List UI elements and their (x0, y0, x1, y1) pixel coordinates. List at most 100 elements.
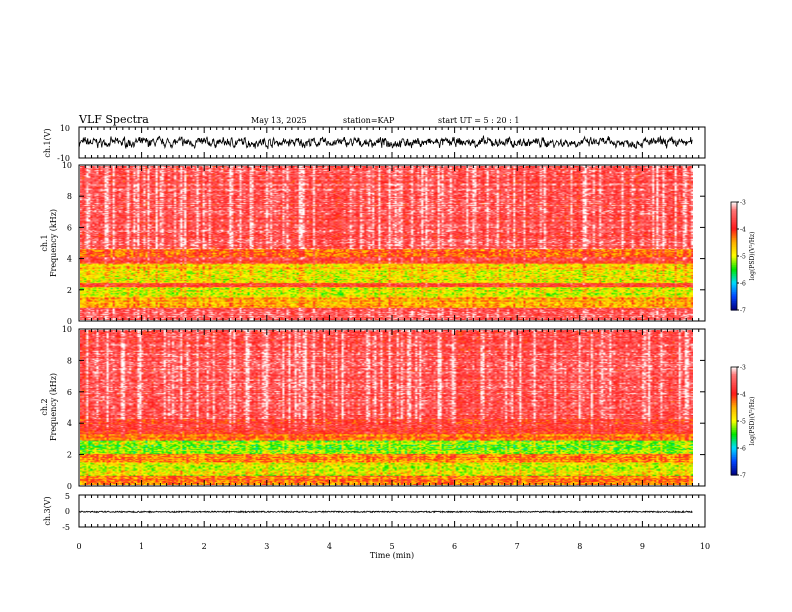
colorbar-cell (731, 239, 737, 243)
colorbar-tick-label: -7 (740, 308, 746, 315)
ch2-spec-channel-label: ch.2 (40, 398, 49, 415)
colorbar-cell (731, 385, 737, 388)
colorbar-cell (731, 257, 737, 261)
colorbar-cell (731, 230, 737, 234)
colorbar-tick-label: -5 (740, 254, 746, 261)
colorbar-cell (731, 421, 737, 424)
colorbar-tick-label: -7 (740, 473, 746, 480)
colorbar-cell (731, 386, 737, 390)
colorbar-cell (731, 214, 737, 217)
colorbar-cell (731, 308, 737, 311)
colorbar-cell (731, 250, 737, 253)
colorbar-cell (731, 431, 737, 435)
colorbar-cell (731, 455, 737, 458)
colorbar-cell (731, 408, 737, 411)
colorbar-cell (731, 270, 737, 273)
spec-ytick-label: 4 (67, 255, 72, 264)
colorbar-cell (731, 263, 737, 266)
colorbar-cell (731, 281, 737, 284)
spec-ytick-label: 6 (67, 388, 72, 397)
colorbar-cell (731, 274, 737, 277)
spec-ytick-label: 10 (62, 161, 72, 170)
colorbar-cell (731, 284, 737, 288)
colorbar-cell (731, 435, 737, 438)
colorbar-cell (731, 439, 737, 442)
colorbar-cell (731, 428, 737, 431)
xtick-label: 10 (700, 542, 710, 551)
colorbar-cell (731, 283, 737, 286)
colorbar-cell (731, 265, 737, 268)
colorbar-cell (731, 227, 737, 230)
colorbar-cell (731, 301, 737, 304)
colorbar-cell (731, 234, 737, 237)
colorbar-cell (731, 218, 737, 221)
colorbar-cell (731, 451, 737, 454)
colorbar-label: log(PSD)(V²/Hz) (749, 397, 756, 446)
colorbar-tick-label: -3 (740, 365, 746, 372)
ch2-spec-ylabel: Frequency (kHz) (49, 373, 58, 441)
colorbar-cell (731, 453, 737, 456)
colorbar-cell (731, 412, 737, 415)
colorbar-cell (731, 471, 737, 474)
colorbar-cell (731, 211, 737, 214)
spec-ytick-label: 8 (67, 192, 72, 201)
figure-title: VLF Spectra (78, 113, 149, 126)
colorbar-cell (731, 417, 737, 420)
colorbar-cell (731, 247, 737, 250)
colorbar-cell (731, 293, 737, 297)
colorbar-tick-label: -5 (740, 419, 746, 426)
ch3-waveform-panel: 5 0 -5 ch.3(V) (43, 492, 706, 532)
colorbar-cell (731, 288, 737, 291)
colorbar-cell (731, 292, 737, 295)
colorbar-cell (731, 275, 737, 279)
colorbar-cell (731, 422, 737, 426)
colorbar-cell (731, 440, 737, 444)
colorbar-cell (731, 370, 737, 373)
xtick-label: 8 (577, 542, 582, 551)
time-axis-label: Time (min) (370, 551, 414, 560)
colorbar-cell (731, 464, 737, 467)
colorbar-cell (731, 245, 737, 248)
colorbar-cell (731, 212, 737, 216)
spec-ytick-label: 2 (67, 451, 72, 460)
colorbar-cell (731, 367, 737, 370)
colorbar-cell (731, 399, 737, 402)
xtick-label: 3 (264, 542, 269, 551)
ch3-ytick-mid: 0 (65, 507, 70, 516)
colorbar-cell (731, 392, 737, 395)
ch1-waveform-line (78, 135, 693, 150)
spec-ytick-label: 0 (67, 482, 72, 491)
colorbar-cell (731, 395, 737, 399)
colorbar-cell (731, 383, 737, 386)
ch1-waveform-ylabel: ch.1(V) (43, 128, 52, 157)
colorbar-cell (731, 203, 737, 207)
colorbar-cell (731, 302, 737, 306)
colorbar-cell (731, 232, 737, 235)
colorbar-cell (731, 266, 737, 270)
colorbar-cell (731, 424, 737, 427)
colorbar-cell (731, 446, 737, 449)
ch2-spectrogram-image (80, 330, 693, 485)
xtick-label: 0 (76, 542, 81, 551)
colorbar-cell (731, 415, 737, 418)
colorbar-cell (731, 297, 737, 300)
colorbar-tick-label: -4 (740, 392, 746, 399)
xtick-label: 6 (452, 542, 457, 551)
colorbar-cell (731, 406, 737, 409)
colorbar-cell (731, 243, 737, 246)
colorbar-cell (731, 295, 737, 298)
colorbar-cell (731, 433, 737, 436)
colorbar-tick-label: -3 (740, 200, 746, 207)
colorbar-cell (731, 372, 737, 375)
colorbar-cell (731, 220, 737, 223)
colorbar-cell (731, 205, 737, 208)
start-time-label: start UT = 5 : 20 : 1 (438, 116, 519, 125)
colorbar-cell (731, 442, 737, 445)
spec-ytick-label: 10 (62, 325, 72, 334)
ch1-ytick-bottom: -10 (57, 154, 70, 163)
colorbar-cell (731, 394, 737, 397)
ch1-spectrogram-image (80, 166, 693, 320)
colorbar-cell (731, 388, 737, 391)
ch1-spectrogram-panel: 10 8 6 4 2 0 ch.1 Frequency (kHz) (40, 161, 706, 326)
colorbar-cell (731, 221, 737, 225)
